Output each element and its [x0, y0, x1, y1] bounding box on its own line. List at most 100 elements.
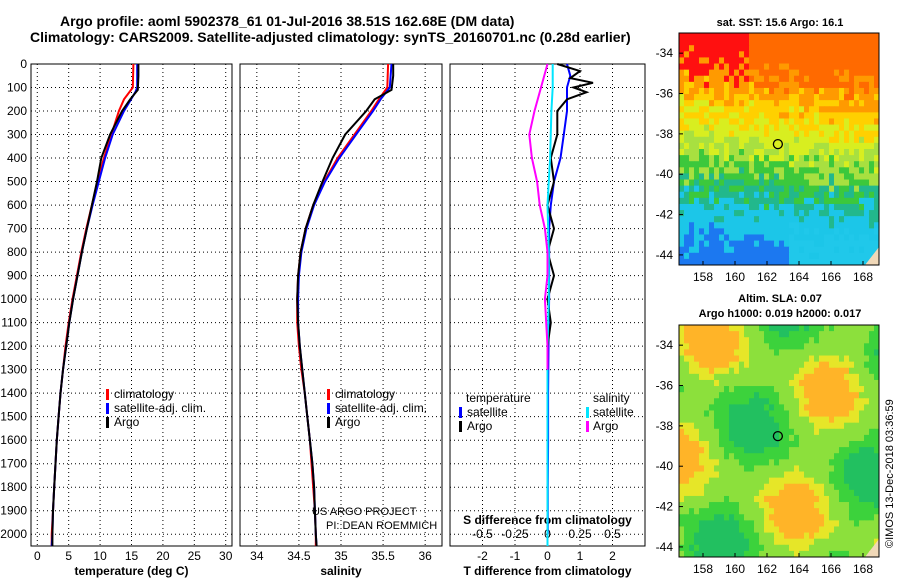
map-cell [774, 489, 780, 497]
map-cell [804, 544, 810, 552]
map-cell [844, 325, 850, 332]
map-cell [694, 337, 700, 344]
map-cell [869, 361, 875, 369]
map-cell [774, 118, 780, 125]
map-cell [839, 81, 845, 89]
map-cell [849, 404, 855, 411]
map-cell [764, 404, 770, 411]
map-cell [689, 75, 695, 83]
pi-credit: PI: DEAN ROEMMICH [326, 520, 437, 532]
map-cell [824, 526, 830, 533]
map-cell [729, 514, 735, 521]
map-cell [849, 392, 855, 399]
map-cell [789, 246, 795, 254]
map-cell [744, 398, 750, 405]
map-cell [804, 203, 810, 211]
map-cell [769, 495, 775, 503]
map-cell [744, 422, 750, 430]
map-cell [804, 81, 810, 89]
map-cell [794, 112, 800, 119]
map-cell [724, 410, 730, 417]
map-cell [869, 100, 875, 107]
map-cell [709, 532, 715, 540]
map-cell [679, 75, 685, 83]
map-cell [769, 325, 775, 332]
map-cell [849, 428, 855, 436]
map-cell [754, 167, 760, 174]
map-cell [829, 258, 835, 266]
map-cell [709, 173, 715, 180]
map-cell [714, 502, 720, 509]
map-cell [854, 422, 860, 430]
map-cell [794, 136, 800, 144]
map-cell [774, 258, 780, 266]
map-cell [729, 404, 735, 411]
map-cell [749, 197, 755, 205]
map-cell [679, 502, 685, 509]
map-cell [779, 149, 785, 156]
map-cell [834, 112, 840, 119]
map-cell [754, 331, 760, 338]
map-cell [729, 422, 735, 430]
map-cell [834, 63, 840, 71]
map-cell [759, 149, 765, 156]
map-cell [729, 63, 735, 71]
map-cell [874, 398, 880, 405]
map-cell [734, 252, 740, 260]
map-cell [804, 349, 810, 356]
map-cell [829, 216, 835, 223]
map-cell [784, 373, 790, 381]
map-cell [719, 197, 725, 205]
map-cell [874, 379, 880, 387]
map-cell [829, 87, 835, 95]
map-cell [769, 45, 775, 52]
map-cell [719, 191, 725, 199]
map-cell [844, 210, 850, 217]
map-cell [824, 39, 830, 46]
map-cell [749, 471, 755, 479]
map-cell [749, 544, 755, 552]
map-cell [824, 477, 830, 485]
map-cell [749, 392, 755, 399]
map-cell [819, 33, 825, 40]
map-cell [779, 514, 785, 521]
map-cell [789, 240, 795, 248]
map-cell [704, 550, 710, 558]
map-cell [704, 240, 710, 248]
y-tick-label: 300 [7, 128, 27, 142]
map-cell [774, 386, 780, 393]
map-cell [719, 234, 725, 241]
map-cell [709, 331, 715, 338]
map-cell [849, 45, 855, 52]
map-cell [689, 222, 695, 229]
map-cell [834, 447, 840, 454]
map-cell [824, 246, 830, 254]
map-cell [739, 331, 745, 338]
map-cell [789, 428, 795, 436]
map-cell [744, 514, 750, 521]
map-cell [734, 477, 740, 485]
map-cell [849, 398, 855, 405]
map-cell [684, 337, 690, 344]
map-cell [789, 197, 795, 205]
map-cell [759, 51, 765, 58]
map-cell [859, 355, 865, 363]
map-cell [749, 155, 755, 162]
map-cell [809, 39, 815, 46]
map-cell [824, 203, 830, 211]
map-cell [829, 508, 835, 515]
map-cell [844, 508, 850, 515]
map-cell [754, 33, 760, 40]
map-cell [719, 203, 725, 211]
map-cell [829, 373, 835, 381]
map-cell [829, 465, 835, 472]
map-cell [819, 63, 825, 71]
map-cell [744, 234, 750, 241]
map-cell [809, 69, 815, 77]
map-cell [679, 161, 685, 168]
map-cell [844, 514, 850, 521]
y-tick-label: 500 [7, 175, 27, 189]
map-cell [724, 514, 730, 521]
map-cell [769, 508, 775, 515]
map-cell [844, 246, 850, 254]
